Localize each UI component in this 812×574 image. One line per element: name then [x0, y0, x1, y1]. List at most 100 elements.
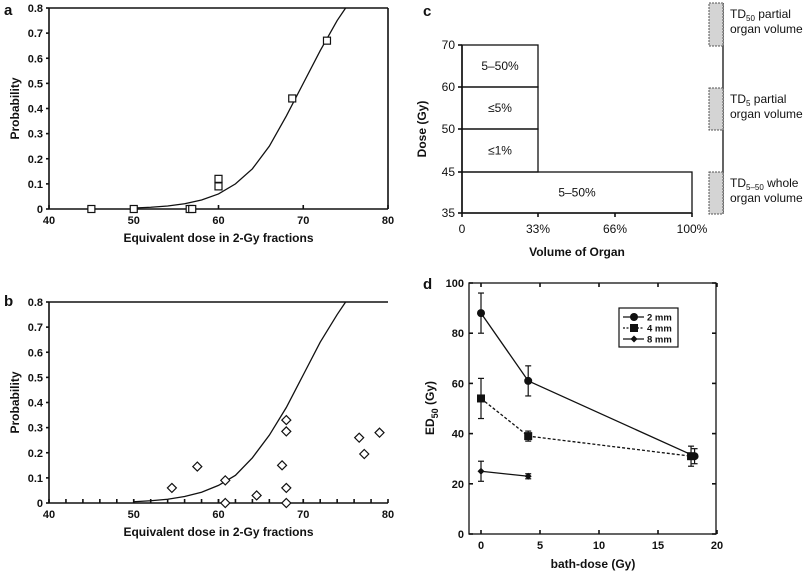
- x-tick-label: 50: [128, 215, 140, 227]
- y-tick-label: 0: [458, 529, 464, 541]
- data-point-square: [129, 204, 138, 214]
- data-point-diamond: [251, 490, 262, 501]
- panel-label-a: a: [4, 2, 13, 19]
- legend-box: [618, 307, 679, 348]
- y-axis-label: Probability: [8, 371, 22, 433]
- data-point-diamond: [280, 482, 292, 494]
- legend-label: 2 mm: [647, 313, 672, 324]
- x-tick-label: 40: [43, 215, 55, 227]
- y-tick-label: 100: [446, 278, 464, 290]
- x-axis-label: Volume of Organ: [529, 245, 625, 259]
- y-tick-label: 0: [37, 498, 43, 510]
- legend-marker-diamond: [630, 335, 638, 343]
- data-point-square: [524, 432, 533, 441]
- y-tick-label: 0.1: [28, 179, 43, 191]
- panel-a-chart: 0 0.1 0.2 0.3 0.4 0.5 0.6 0.7 0.8 40 50 60 70 80 Equiv…: [8, 3, 394, 245]
- y-tick-label: 0.1: [28, 473, 43, 485]
- x-tick-label: 40: [43, 509, 55, 521]
- x-tick-label: 66%: [603, 222, 627, 236]
- legend-rest: partial: [750, 92, 786, 106]
- x-axis-label: Equivalent dose in 2-Gy fractions: [123, 525, 313, 539]
- fitted-curve: [133, 7, 347, 209]
- legend-marker-square: [630, 324, 638, 332]
- data-point-diamond: [280, 497, 292, 509]
- legend-subscript: 5: [746, 99, 751, 108]
- data-point-square: [87, 204, 96, 214]
- y-tick-label: 0.3: [28, 129, 43, 141]
- y-tick-label: 35: [442, 206, 456, 220]
- y-label-subscript: 50: [430, 408, 440, 418]
- data-point-diamond: [353, 432, 365, 444]
- panel-b-chart: 0 0.1 0.2 0.3 0.4 0.5 0.6 0.7 0.8 40 50 60 70 80 Equiv…: [8, 297, 394, 539]
- data-point-diamond: [280, 426, 292, 437]
- data-point-square: [214, 182, 223, 191]
- legend-label: 8 mm: [647, 335, 672, 346]
- y-tick-label: 45: [442, 165, 456, 179]
- x-tick-label: 80: [382, 509, 394, 521]
- y-tick-label: 60: [452, 378, 464, 390]
- y-tick-label: 0.2: [28, 448, 43, 460]
- panel-d-chart: 0 20 40 60 80 100 0 5 10 15 20 bath-dose (Gy) ED50 (…: [423, 278, 723, 571]
- y-label-rest: (Gy): [423, 381, 437, 408]
- x-tick-label: 20: [711, 540, 723, 552]
- panel-label-c: c: [423, 3, 431, 20]
- y-tick-label: 70: [442, 38, 456, 52]
- panel-label-b: b: [4, 293, 13, 310]
- data-point-diamond: [524, 472, 532, 480]
- x-tick-label: 60: [212, 509, 224, 521]
- y-label-main: ED: [423, 418, 437, 435]
- data-point-circle: [524, 376, 533, 385]
- data-point-diamond: [280, 414, 292, 426]
- legend-subscript: 5–50: [746, 183, 764, 192]
- y-tick-label: 0.8: [28, 3, 43, 15]
- region-label: 5–50%: [481, 59, 519, 73]
- y-tick-label: 50: [442, 122, 456, 136]
- data-point-diamond: [219, 497, 231, 509]
- legend-marker-circle: [630, 313, 638, 321]
- series-line: [480, 470, 529, 477]
- data-point-square: [288, 94, 297, 103]
- x-tick-label: 80: [382, 215, 394, 227]
- legend-label-line2: organ volume: [730, 191, 803, 205]
- region-label: 5–50%: [558, 186, 596, 200]
- data-point-square: [214, 174, 223, 183]
- y-tick-label: 0.4: [28, 398, 44, 410]
- x-tick-label: 60: [212, 215, 224, 227]
- data-point-diamond: [166, 482, 178, 494]
- legend-subscript: 50: [746, 14, 755, 23]
- y-tick-label: 0.7: [28, 322, 43, 334]
- panel-label-d: d: [423, 276, 432, 293]
- legend-td: TD: [730, 7, 746, 21]
- y-axis-label: Dose (Gy): [415, 101, 429, 158]
- legend-label-line1: TD50 partial: [730, 7, 791, 23]
- legend-label-line2: organ volume: [730, 107, 803, 121]
- region-label: ≤1%: [488, 144, 512, 158]
- data-point-diamond: [374, 427, 385, 438]
- x-tick-label: 33%: [526, 222, 550, 236]
- x-tick-label: 5: [537, 540, 543, 552]
- x-tick-label: 70: [297, 215, 309, 227]
- y-tick-label: 0.6: [28, 53, 43, 65]
- data-point-square: [322, 36, 332, 45]
- x-tick-label: 15: [652, 540, 664, 552]
- y-tick-label: 0: [37, 204, 43, 216]
- x-tick-label: 100%: [677, 222, 708, 236]
- y-tick-label: 40: [452, 429, 464, 441]
- dose-volume-region: [461, 171, 693, 214]
- fitted-curve: [133, 301, 347, 503]
- y-axis-label: Probability: [8, 77, 22, 139]
- legend-label: 4 mm: [647, 324, 672, 335]
- y-tick-label: 0.2: [28, 154, 43, 166]
- y-tick-label: 0.5: [28, 78, 43, 90]
- data-point-square: [477, 394, 485, 403]
- legend-rest: whole: [764, 176, 799, 190]
- legend-label-line1: TD5 partial: [730, 92, 786, 108]
- y-tick-label: 60: [442, 80, 456, 94]
- data-point-diamond: [219, 475, 231, 486]
- y-tick-label: 0.6: [28, 347, 43, 359]
- data-point-diamond: [477, 467, 485, 475]
- legend-label-line2: organ volume: [730, 22, 803, 36]
- data-point-circle: [477, 309, 485, 318]
- legend-shaded-band: [708, 2, 724, 47]
